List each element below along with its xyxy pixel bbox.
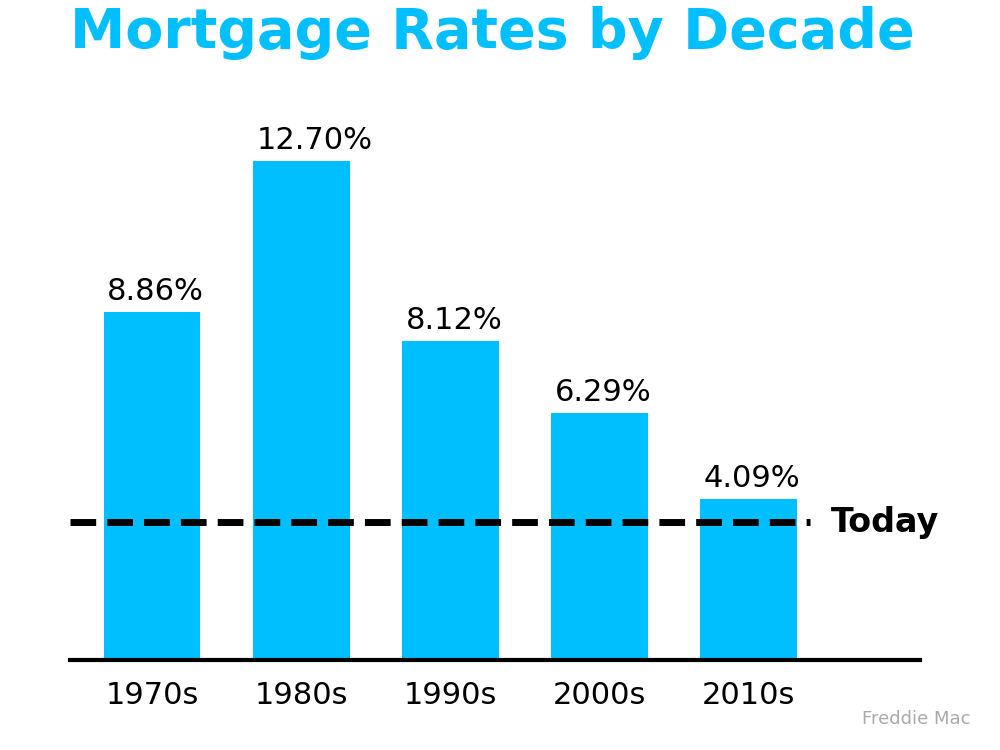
Bar [402, 340, 499, 660]
Text: Today: Today [831, 506, 939, 539]
Text: Mortgage Rates by Decade: Mortgage Rates by Decade [70, 6, 915, 60]
Text: 12.70%: 12.70% [256, 126, 372, 154]
Text: 8.12%: 8.12% [406, 306, 502, 335]
Bar [253, 160, 350, 660]
Text: 6.29%: 6.29% [555, 378, 651, 406]
Text: 8.86%: 8.86% [107, 277, 204, 306]
Bar [551, 413, 648, 660]
Bar [700, 500, 797, 660]
Bar [104, 312, 200, 660]
Text: Freddie Mac: Freddie Mac [862, 710, 970, 728]
Text: 4.09%: 4.09% [704, 464, 800, 494]
